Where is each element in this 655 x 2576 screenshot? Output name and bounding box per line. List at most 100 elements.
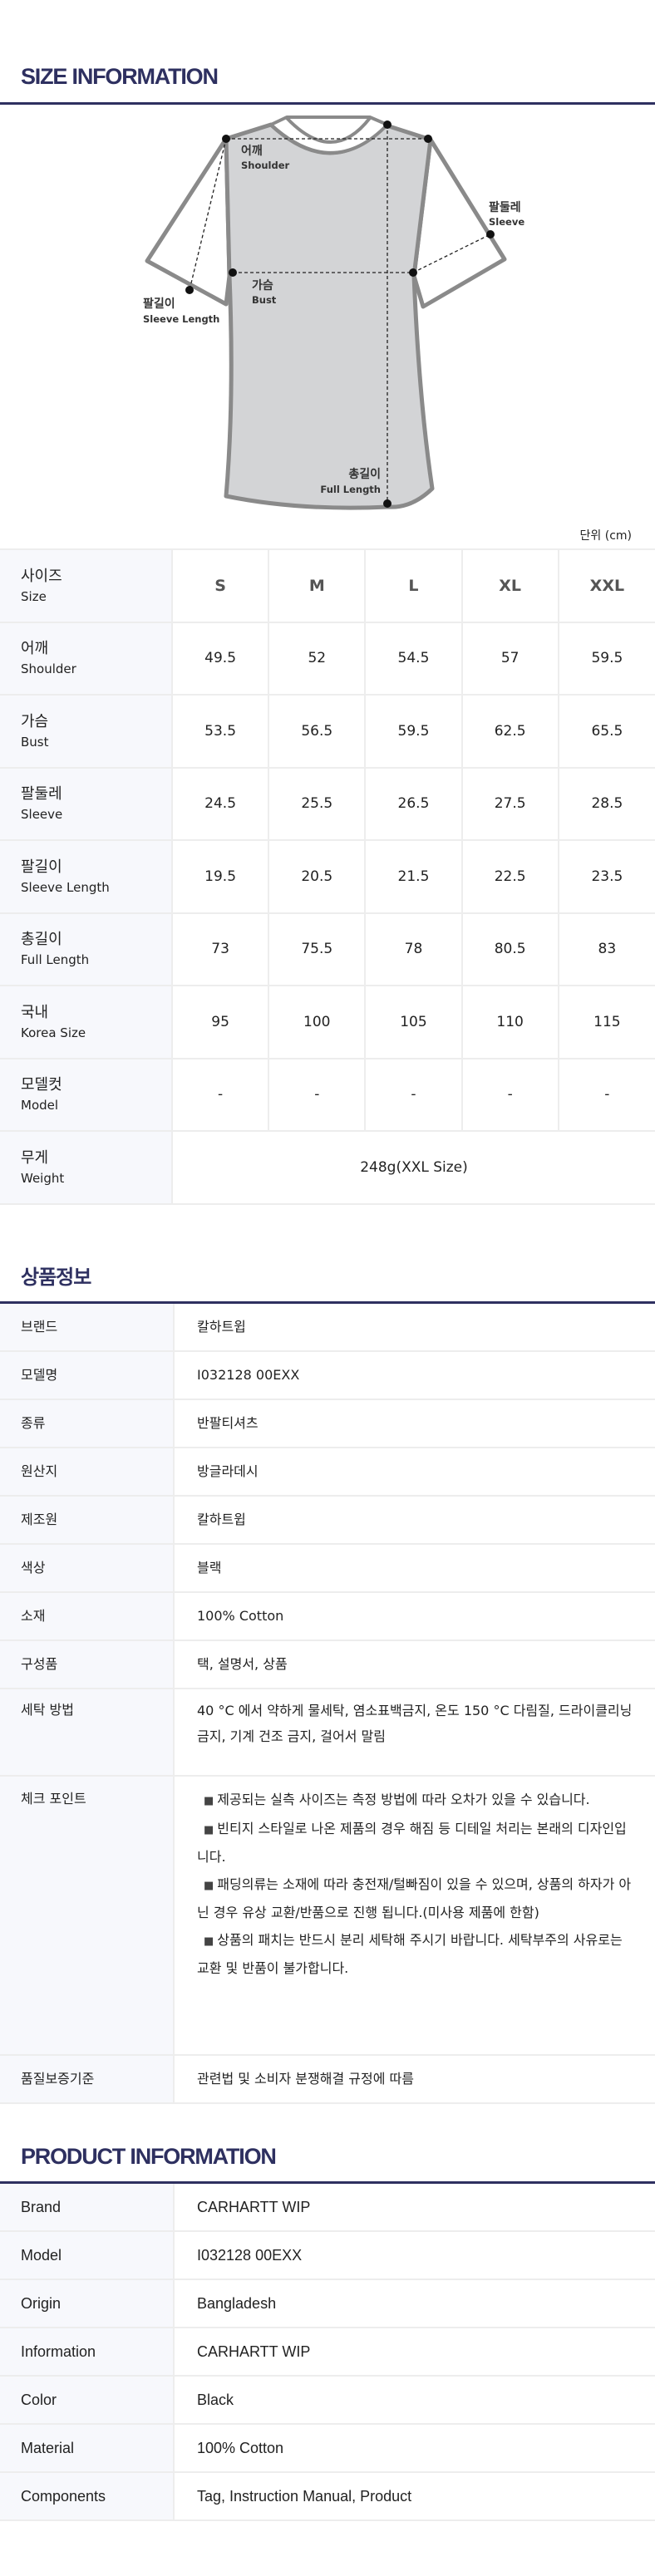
info-label: 원산지 [0, 1448, 175, 1497]
info-value: Tag, Instruction Manual, Product [174, 2472, 655, 2521]
left-sleeve [145, 136, 232, 307]
sleeve-label-en: Sleeve [489, 216, 524, 228]
info-row: 구성품 택, 설명서, 상품 [0, 1640, 655, 1689]
size-row: 총길이 Full Length 73 75.5 78 80.5 83 [0, 912, 655, 986]
info-row: 브랜드 칼하트윕 [0, 1304, 655, 1352]
size-value: 28.5 [557, 767, 655, 841]
label-en: Shoulder [21, 661, 76, 677]
size-value: 54.5 [364, 622, 462, 696]
info-label: Information [0, 2328, 175, 2377]
row-label: 총길이 Full Length [0, 912, 172, 986]
size-value: 59.5 [364, 695, 462, 769]
size-value: 27.5 [460, 767, 559, 841]
label-en: Sleeve [21, 807, 63, 823]
weight-value: 248g(XXL Size) [171, 1131, 655, 1205]
size-value: 110 [460, 986, 559, 1059]
size-value: 56.5 [268, 695, 366, 769]
bust-label-ko: 가슴 [252, 279, 273, 293]
label-en: Weight [21, 1170, 65, 1186]
product-info-en-table: Brand CARHARTT WIP Model I032128 00EXX Origi… [0, 2184, 655, 2521]
tshirt-illustration [145, 116, 507, 510]
info-label: Brand [0, 2184, 175, 2232]
black-square-icon: ■ [204, 1934, 214, 1948]
sleeve-measure-line [412, 234, 491, 273]
black-square-icon: ■ [204, 1795, 214, 1807]
label-ko: 사이즈 [21, 567, 62, 585]
garment-measurement-diagram: 어깨 Shoulder 팔둘레 Sleeve 가슴 Bust 팔길이 Sleev… [143, 116, 524, 510]
info-value: Black [174, 2376, 655, 2425]
size-value: 52 [268, 622, 366, 696]
weight-row: 무게 Weight 248g(XXL Size) [0, 1131, 655, 1205]
info-label: 제조원 [0, 1496, 175, 1545]
info-label: Material [0, 2424, 175, 2473]
checkpoint-text: 패딩의류는 소재에 따라 충전재/털빠짐이 있을 수 있으며, 상품의 하자가 … [197, 1875, 632, 1921]
info-value: I032128 00EXX [174, 1351, 655, 1400]
info-value: CARHARTT WIP [174, 2184, 655, 2232]
unit-label: 단위 (cm) [579, 529, 632, 543]
size-value: 78 [364, 912, 462, 986]
info-label: 소재 [0, 1592, 175, 1641]
label-ko: 어깨 [21, 640, 49, 658]
size-row: 어깨 Shoulder 49.5 52 54.5 57 59.5 [0, 622, 655, 696]
row-label: 가슴 Bust [0, 695, 172, 769]
sleeve-label-ko: 팔둘레 [489, 200, 521, 214]
shirt-body [224, 122, 435, 510]
measure-point [424, 135, 432, 143]
row-label: 어깨 Shoulder [0, 622, 172, 696]
info-label: 브랜드 [0, 1304, 175, 1352]
label-en: Model [21, 1098, 59, 1113]
quality-row: 품질보증기준 관련법 및 소비자 분쟁해결 규정에 따름 [0, 2055, 655, 2104]
info-label: 체크 포인트 [0, 1776, 175, 2056]
size-value: 73 [170, 912, 269, 986]
label-en: Korea Size [21, 1025, 86, 1040]
size-value: - [268, 1058, 366, 1132]
size-value: 100 [268, 986, 366, 1059]
size-information-title: SIZE INFORMATION [21, 64, 219, 89]
info-row: Origin Bangladesh [0, 2279, 655, 2328]
row-label: 국내 Korea Size [0, 986, 172, 1059]
measure-point [383, 499, 392, 508]
info-row: 제조원 칼하트윕 [0, 1496, 655, 1545]
full-length-label-ko: 총길이 [348, 467, 381, 481]
label-ko: 국내 [21, 1003, 49, 1021]
checkpoint-text: 제공되는 실측 사이즈는 측정 방법에 따라 오차가 있을 수 있습니다. [217, 1792, 590, 1807]
checkpoint-item: ■ 빈티지 스타일로 나온 제품의 경우 해짐 등 디테일 처리는 본래의 디자인… [197, 1816, 638, 1871]
label-ko: 팔둘레 [21, 785, 62, 804]
size-column-header: L [364, 549, 462, 623]
info-label: 모델명 [0, 1351, 175, 1400]
size-column-header: S [170, 549, 269, 623]
row-label: 팔둘레 Sleeve [0, 767, 172, 841]
size-value: 20.5 [268, 840, 366, 914]
size-value: 21.5 [364, 840, 462, 914]
label-ko: 팔길이 [21, 858, 62, 876]
section-divider [0, 1301, 655, 1304]
info-row: 원산지 방글라데시 [0, 1448, 655, 1497]
black-square-icon: ■ [204, 1823, 214, 1836]
size-column-header: XXL [557, 549, 655, 623]
info-row: 모델명 I032128 00EXX [0, 1351, 655, 1400]
info-value: 관련법 및 소비자 분쟁해결 규정에 따름 [174, 2055, 655, 2104]
info-row: Model I032128 00EXX [0, 2231, 655, 2280]
row-label: 사이즈 Size [0, 549, 172, 623]
info-label: 색상 [0, 1544, 175, 1593]
size-value: 25.5 [268, 767, 366, 841]
size-value: 80.5 [460, 912, 559, 986]
size-value: 57 [460, 622, 559, 696]
info-row: 종류 반팔티셔츠 [0, 1399, 655, 1448]
checkpoint-item: ■ 제공되는 실측 사이즈는 측정 방법에 따라 오차가 있을 수 있습니다. [197, 1787, 638, 1816]
size-table: 사이즈 Size S M L XL XXL 어깨 Shoulder 49.5 52 54.5 57 59.… [0, 548, 655, 1205]
size-row: 국내 Korea Size 95 100 105 110 115 [0, 986, 655, 1059]
info-row: Components Tag, Instruction Manual, Produ… [0, 2472, 655, 2521]
size-value: 22.5 [460, 840, 559, 914]
measure-point [229, 268, 237, 277]
info-label: 세탁 방법 [0, 1689, 175, 1777]
size-value: - [460, 1058, 559, 1132]
size-value: - [170, 1058, 269, 1132]
section-divider [0, 102, 655, 105]
info-row: Information CARHARTT WIP [0, 2328, 655, 2377]
info-row: Brand CARHARTT WIP [0, 2184, 655, 2232]
size-value: 26.5 [364, 767, 462, 841]
product-info-kr-title: 상품정보 [21, 1266, 91, 1289]
size-value: 19.5 [170, 840, 269, 914]
full-length-label-en: Full Length [320, 484, 381, 495]
